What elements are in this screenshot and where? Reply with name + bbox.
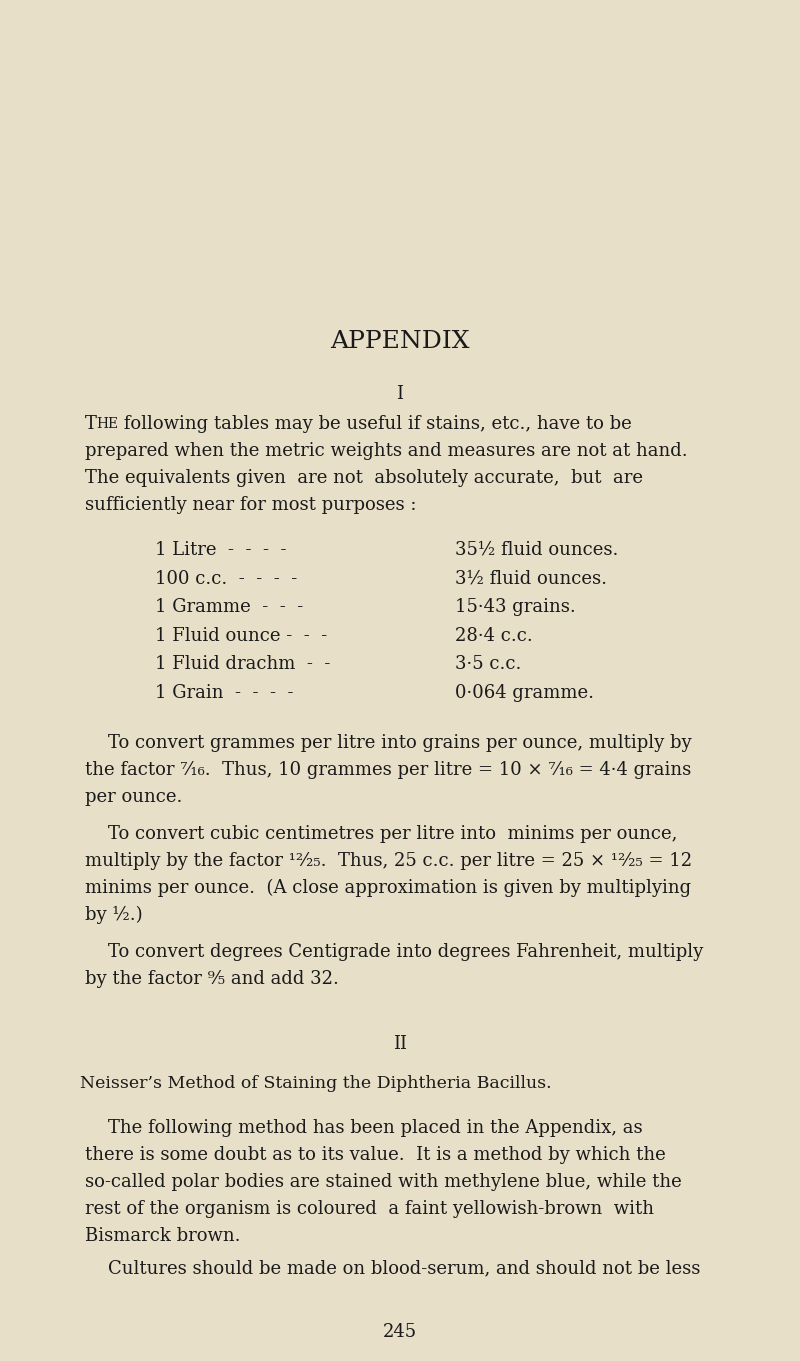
Text: 3·5 c.c.: 3·5 c.c. — [455, 655, 522, 672]
Text: following tables may be useful if stains, etc., have to be: following tables may be useful if stains… — [118, 415, 632, 433]
Text: the factor ⁷⁄₁₆.  Thus, 10 grammes per litre = 10 × ⁷⁄₁₆ = 4·4 grains: the factor ⁷⁄₁₆. Thus, 10 grammes per li… — [85, 761, 691, 778]
Text: 1 Fluid drachm  -  -: 1 Fluid drachm - - — [155, 655, 330, 672]
Text: 1 Gramme  -  -  -: 1 Gramme - - - — [155, 597, 303, 617]
Text: per ounce.: per ounce. — [85, 788, 182, 806]
Text: 28·4 c.c.: 28·4 c.c. — [455, 626, 533, 645]
Text: there is some doubt as to its value.  It is a method by which the: there is some doubt as to its value. It … — [85, 1146, 666, 1164]
Text: sufficiently near for most purposes :: sufficiently near for most purposes : — [85, 495, 417, 514]
Text: 1 Grain  -  -  -  -: 1 Grain - - - - — [155, 683, 294, 701]
Text: To convert grammes per litre into grains per ounce, multiply by: To convert grammes per litre into grains… — [85, 734, 692, 753]
Text: by ½.): by ½.) — [85, 906, 142, 924]
Text: To convert cubic centimetres per litre into  minims per ounce,: To convert cubic centimetres per litre i… — [85, 825, 678, 842]
Text: minims per ounce.  (A close approximation is given by multiplying: minims per ounce. (A close approximation… — [85, 879, 691, 897]
Text: HE: HE — [97, 416, 118, 431]
Text: 100 c.c.  -  -  -  -: 100 c.c. - - - - — [155, 569, 298, 588]
Text: by the factor ⁹⁄₅ and add 32.: by the factor ⁹⁄₅ and add 32. — [85, 970, 339, 988]
Text: 0·064 gramme.: 0·064 gramme. — [455, 683, 594, 701]
Text: II: II — [393, 1034, 407, 1053]
Text: To convert degrees Centigrade into degrees Fahrenheit, multiply: To convert degrees Centigrade into degre… — [85, 943, 703, 961]
Text: The following method has been placed in the Appendix, as: The following method has been placed in … — [85, 1119, 642, 1136]
Text: Cultures should be made on blood-serum, and should not be less: Cultures should be made on blood-serum, … — [85, 1259, 700, 1277]
Text: Bismarck brown.: Bismarck brown. — [85, 1228, 241, 1245]
Text: APPENDIX: APPENDIX — [330, 329, 470, 352]
Text: 3½ fluid ounces.: 3½ fluid ounces. — [455, 569, 607, 588]
Text: prepared when the metric weights and measures are not at hand.: prepared when the metric weights and mea… — [85, 442, 688, 460]
Text: 15·43 grains.: 15·43 grains. — [455, 597, 576, 617]
Text: 1 Fluid ounce -  -  -: 1 Fluid ounce - - - — [155, 626, 327, 645]
Text: multiply by the factor ¹²⁄₂₅.  Thus, 25 c.c. per litre = 25 × ¹²⁄₂₅ = 12: multiply by the factor ¹²⁄₂₅. Thus, 25 c… — [85, 852, 692, 870]
Text: rest of the organism is coloured  a faint yellowish-brown  with: rest of the organism is coloured a faint… — [85, 1200, 654, 1218]
Text: T: T — [85, 415, 97, 433]
Text: 245: 245 — [383, 1323, 417, 1341]
Text: so-called polar bodies are stained with methylene blue, while the: so-called polar bodies are stained with … — [85, 1173, 682, 1191]
Text: I: I — [397, 385, 403, 403]
Text: Neisser’s Method of Staining the Diphtheria Bacillus.: Neisser’s Method of Staining the Diphthe… — [80, 1075, 552, 1092]
Text: 35½ fluid ounces.: 35½ fluid ounces. — [455, 542, 618, 559]
Text: The equivalents given  are not  absolutely accurate,  but  are: The equivalents given are not absolutely… — [85, 470, 643, 487]
Text: 1 Litre  -  -  -  -: 1 Litre - - - - — [155, 542, 286, 559]
